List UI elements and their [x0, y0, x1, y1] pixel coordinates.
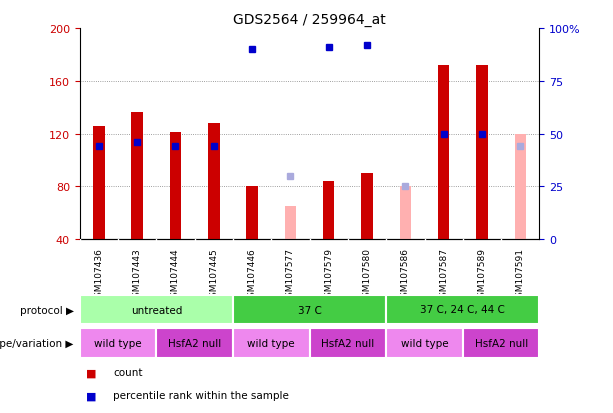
Text: GSM107577: GSM107577 [286, 248, 295, 302]
Bar [208, 124, 219, 240]
Bar [386, 328, 463, 358]
Bar [93, 126, 105, 240]
Bar [131, 113, 143, 240]
Text: GSM107580: GSM107580 [362, 248, 371, 302]
Text: untreated: untreated [131, 305, 182, 315]
Bar [156, 328, 233, 358]
Bar [233, 328, 310, 358]
Text: count: count [113, 368, 143, 377]
Text: GSM107446: GSM107446 [248, 248, 257, 302]
Bar [386, 295, 539, 325]
Text: HsfA2 null: HsfA2 null [474, 338, 528, 348]
Text: wild type: wild type [94, 338, 142, 348]
Text: ■: ■ [86, 368, 96, 377]
Text: HsfA2 null: HsfA2 null [168, 338, 221, 348]
Bar [80, 328, 156, 358]
Bar [438, 66, 449, 240]
Text: GSM107436: GSM107436 [94, 248, 104, 302]
Bar [80, 295, 233, 325]
Text: wild type: wild type [248, 338, 295, 348]
Text: GSM107591: GSM107591 [516, 248, 525, 302]
Bar [284, 206, 296, 240]
Bar [361, 174, 373, 240]
Text: 37 C, 24 C, 44 C: 37 C, 24 C, 44 C [421, 305, 505, 315]
Text: GSM107444: GSM107444 [171, 248, 180, 302]
Text: ■: ■ [86, 390, 96, 400]
Bar [170, 133, 181, 240]
Text: GSM107443: GSM107443 [132, 248, 142, 302]
Text: GSM107445: GSM107445 [209, 248, 218, 302]
Text: GSM107587: GSM107587 [439, 248, 448, 302]
Bar [400, 187, 411, 240]
Text: GSM107586: GSM107586 [401, 248, 410, 302]
Bar [514, 134, 526, 240]
Bar [463, 328, 539, 358]
Text: percentile rank within the sample: percentile rank within the sample [113, 390, 289, 400]
Text: genotype/variation ▶: genotype/variation ▶ [0, 338, 74, 348]
Text: HsfA2 null: HsfA2 null [321, 338, 375, 348]
Text: protocol ▶: protocol ▶ [20, 305, 74, 315]
Title: GDS2564 / 259964_at: GDS2564 / 259964_at [233, 12, 386, 26]
Bar [233, 295, 386, 325]
Text: 37 C: 37 C [298, 305, 321, 315]
Bar [310, 328, 386, 358]
Text: wild type: wild type [401, 338, 448, 348]
Bar [476, 66, 488, 240]
Text: GSM107589: GSM107589 [478, 248, 487, 302]
Bar [323, 182, 335, 240]
Bar [246, 187, 258, 240]
Text: GSM107579: GSM107579 [324, 248, 333, 302]
